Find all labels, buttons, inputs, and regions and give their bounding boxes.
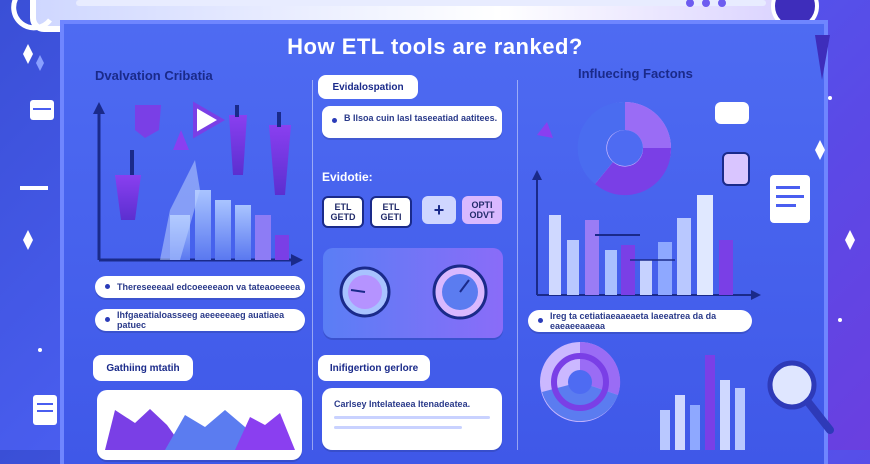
factor-item-text: Ireg ta cetiatiaeaaeaeta laeeatrea da da… xyxy=(550,311,717,331)
column-divider xyxy=(312,80,313,450)
document-icon xyxy=(722,152,750,186)
section-heading-evaluation: Dvalvation Cribatia xyxy=(95,68,213,83)
criteria-item: Thereseeeaal edcoeeeeaon va tateaoeeeea xyxy=(95,276,305,298)
evidence-note-text: B Ilsoa cuin lasl taseeatiad aatitees. xyxy=(344,113,498,123)
bullet-icon xyxy=(538,318,543,323)
section-heading-gathering: Gathiing mtatih xyxy=(93,355,193,381)
tag-opti-odvt: OPTI ODVT xyxy=(462,196,502,224)
integration-card: Carlsey Intelateaea Itenadeatea. xyxy=(322,388,502,450)
criteria-item-text: Ihfgaeatialoasseeg aeeeeeaeg auatiaea pa… xyxy=(117,310,285,330)
section-heading-influencing: Influecing Factons xyxy=(578,66,693,81)
small-note-card xyxy=(715,102,749,124)
window-dot xyxy=(718,0,726,7)
bullet-icon xyxy=(105,284,110,289)
column-divider xyxy=(517,80,518,450)
tag-etl-geti: ETL GETI xyxy=(370,196,412,228)
gathering-bar-chart xyxy=(105,409,295,450)
window-dot xyxy=(686,0,694,7)
influencing-chart xyxy=(532,101,761,300)
tag-etl-getd: ETL GETD xyxy=(322,196,364,228)
plus-icon: + xyxy=(422,196,456,224)
page-title: How ETL tools are ranked? xyxy=(287,34,583,59)
top-frame-bar xyxy=(76,0,766,6)
integration-note-text: Carlsey Intelateaea Itenadeatea. xyxy=(334,399,471,409)
influencing-pie-chart xyxy=(540,341,745,450)
evaluation-bar-chart xyxy=(93,101,303,266)
section-heading-evidence-sub: Evidotie: xyxy=(322,170,373,184)
criteria-item-text: Thereseeeaal edcoeeeeaon va tateaoeeeea xyxy=(117,282,301,292)
bullet-icon xyxy=(105,317,110,322)
window-dot xyxy=(702,0,710,7)
section-heading-integration: Inifigertion gerlore xyxy=(318,355,430,381)
evidence-note-card: B Ilsoa cuin lasl taseeatiad aatitees. xyxy=(322,106,502,138)
factor-item: Ireg ta cetiatiaeaaeaeta laeeatrea da da… xyxy=(528,310,752,332)
criteria-item: Ihfgaeatialoasseeg aeeeeeaeg auatiaea pa… xyxy=(95,309,305,331)
gauges xyxy=(339,264,488,320)
section-heading-evidence: Evidalospation xyxy=(318,75,418,99)
bullet-icon xyxy=(332,118,337,123)
